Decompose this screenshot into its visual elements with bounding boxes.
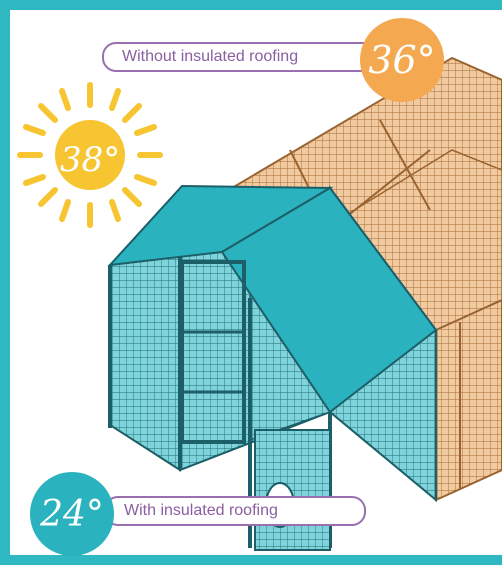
with-insulation-temperature: 24° bbox=[40, 493, 104, 535]
with-insulation-temperature-badge: 24° bbox=[30, 472, 114, 556]
sun-icon bbox=[17, 82, 163, 228]
without-insulation-temperature-badge: 36° bbox=[360, 18, 444, 102]
without-insulation-temperature: 36° bbox=[368, 38, 436, 82]
sun-temperature: 38° bbox=[60, 140, 121, 180]
with-insulation-label: With insulated roofing bbox=[104, 496, 366, 526]
insulated-section bbox=[107, 184, 438, 551]
without-insulation-label: Without insulated roofing bbox=[102, 42, 378, 72]
